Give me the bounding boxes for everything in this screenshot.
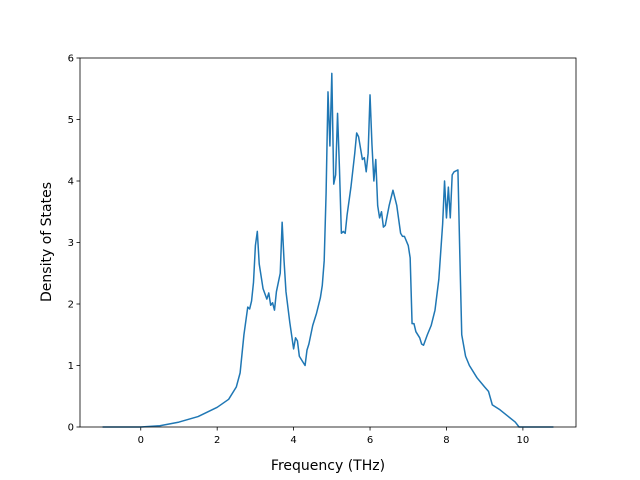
- density-line: [102, 72, 554, 428]
- y-tick-label: 1: [68, 361, 74, 372]
- x-axis-label: Frequency (THz): [271, 458, 385, 474]
- x-tick-label: 6: [367, 435, 373, 446]
- plot-frame: [79, 57, 577, 428]
- y-axis-label: Density of States: [39, 182, 55, 302]
- x-tick-label: 10: [517, 435, 530, 446]
- y-tick-label: 2: [68, 300, 74, 311]
- x-tick-label: 4: [290, 435, 296, 446]
- x-tick-label: 2: [214, 435, 220, 446]
- y-tick-label: 5: [68, 115, 74, 126]
- y-tick-label: 0: [68, 423, 74, 434]
- y-tick-label: 4: [68, 177, 74, 188]
- x-tick-label: 0: [138, 435, 144, 446]
- y-tick-label: 3: [68, 238, 74, 249]
- x-tick-label: 8: [443, 435, 449, 446]
- y-tick-label: 6: [68, 54, 74, 65]
